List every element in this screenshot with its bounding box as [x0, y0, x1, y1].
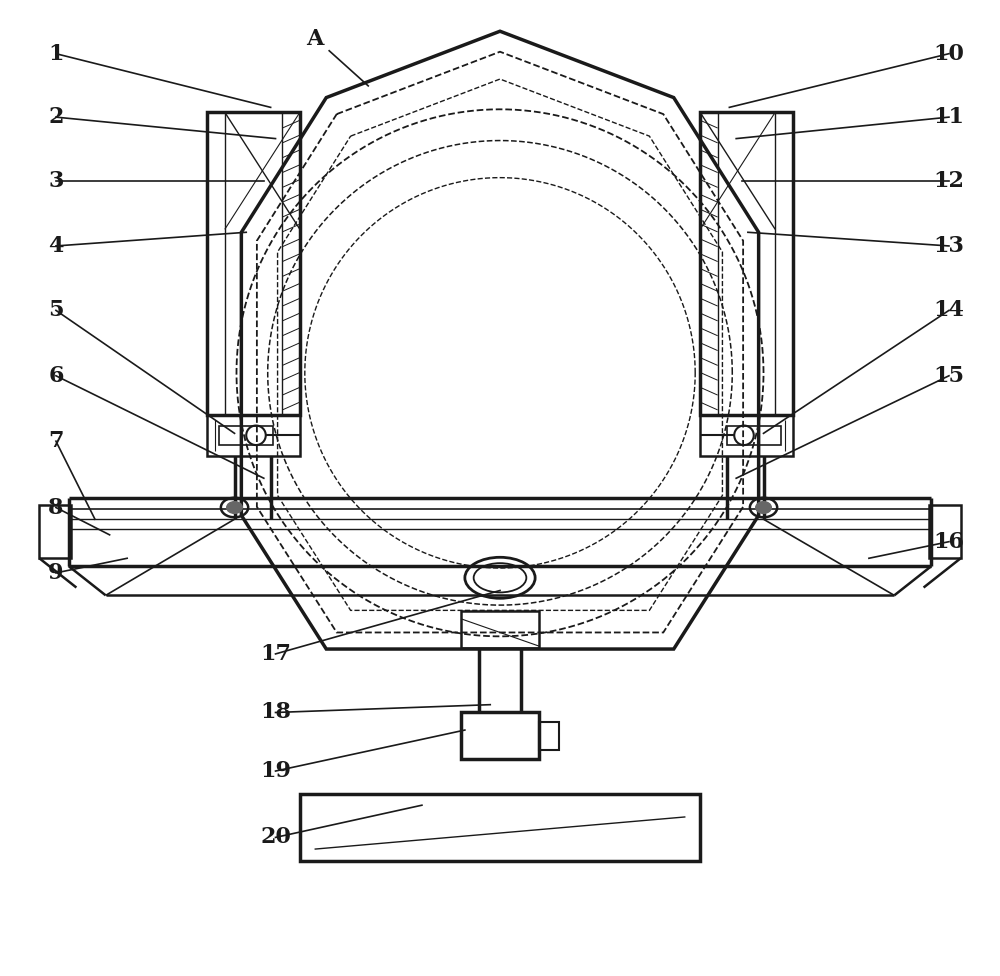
Text: 19: 19: [260, 760, 291, 782]
Text: 12: 12: [933, 170, 964, 191]
Bar: [700, 112, 793, 415]
Bar: [700, 415, 793, 456]
Text: 14: 14: [934, 300, 964, 321]
Bar: [461, 712, 539, 759]
Bar: [929, 505, 961, 558]
Bar: [300, 794, 700, 861]
Text: 6: 6: [48, 365, 64, 386]
Text: 17: 17: [260, 643, 291, 665]
Bar: [727, 426, 781, 445]
Text: 5: 5: [48, 300, 64, 321]
Text: 2: 2: [48, 106, 64, 128]
Text: 8: 8: [48, 497, 64, 518]
Bar: [461, 611, 539, 648]
Text: 10: 10: [934, 43, 964, 64]
Text: 9: 9: [48, 562, 64, 584]
Text: 3: 3: [48, 170, 64, 191]
Text: 18: 18: [260, 702, 291, 723]
Text: 4: 4: [48, 235, 64, 257]
Text: 20: 20: [260, 827, 291, 848]
Bar: [219, 426, 273, 445]
Text: 15: 15: [933, 365, 964, 386]
Bar: [539, 722, 559, 750]
Bar: [207, 112, 300, 415]
Text: 13: 13: [934, 235, 964, 257]
Ellipse shape: [227, 502, 242, 513]
Text: 16: 16: [933, 531, 964, 552]
Ellipse shape: [756, 502, 771, 513]
Text: 11: 11: [933, 106, 964, 128]
Text: 7: 7: [48, 430, 64, 452]
Text: 1: 1: [48, 43, 64, 64]
Text: A: A: [306, 28, 323, 50]
Bar: [207, 415, 300, 456]
Bar: [39, 505, 71, 558]
